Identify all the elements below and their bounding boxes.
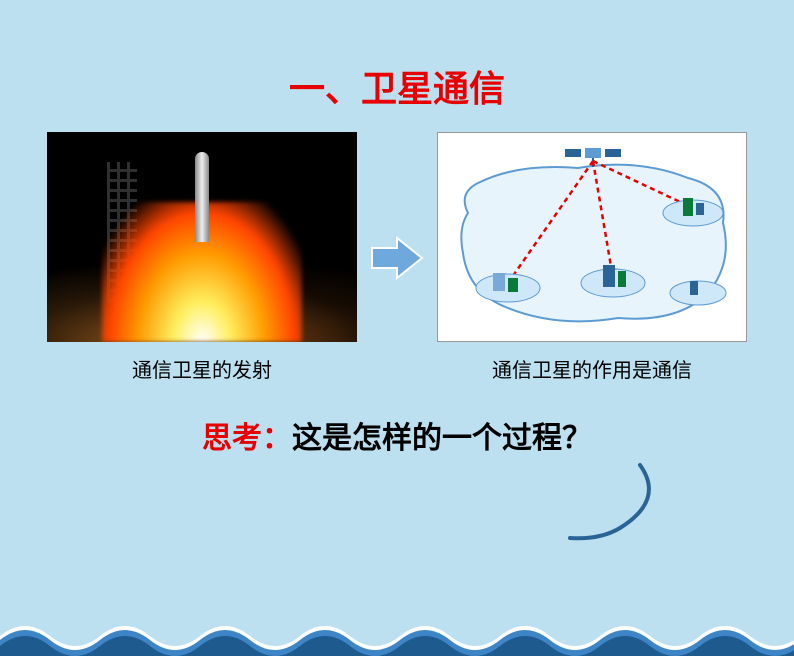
question-label: 思考： [202,422,292,455]
rocket-launch-image [47,132,357,342]
left-panel: 通信卫星的发射 [47,132,357,383]
question-text: 这是怎样的一个过程？ [292,422,592,455]
left-caption: 通信卫星的发射 [132,354,272,383]
satellite-network-diagram [437,132,747,342]
right-caption: 通信卫星的作用是通信 [492,354,692,383]
slide-title: 一、卫星通信 [0,60,794,112]
right-panel: 通信卫星的作用是通信 [437,132,747,383]
content-row: 通信卫星的发射 [0,132,794,383]
question-row: 思考：这是怎样的一个过程？ [0,413,794,457]
arrow-icon [367,233,427,283]
wave-decoration [0,606,794,656]
rocket-body [195,152,209,242]
connector-curve [560,460,680,550]
